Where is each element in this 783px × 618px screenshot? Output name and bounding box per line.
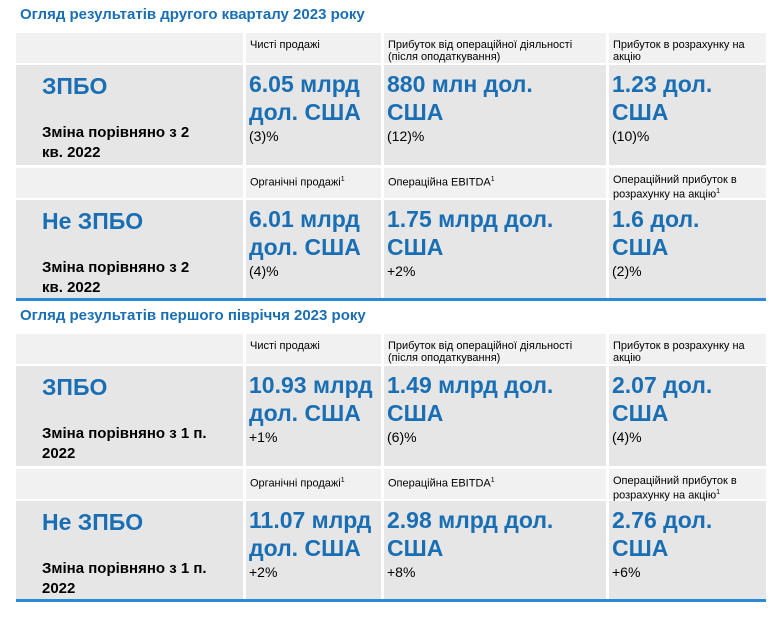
metric-label-text: Чисті продажі <box>250 340 320 352</box>
header-cell: Операційний прибуток в розрахунку на акц… <box>609 469 766 502</box>
metric-change: +8% <box>387 564 416 580</box>
section-rule <box>16 599 766 602</box>
change-label: Зміна порівняно з 1 п. 2022 <box>42 560 207 597</box>
metric-label: Чисті продажі <box>250 340 375 352</box>
header-cell: Чисті продажі <box>246 334 381 364</box>
metric-change: (4)% <box>612 429 642 445</box>
metric-label: Прибуток від операційної діяльності (піс… <box>388 340 600 364</box>
value-cell: Не ЗПБО Зміна порівняно з 2 кв. 2022 <box>16 200 243 300</box>
metric-value: 1.23 дол. США <box>612 71 713 125</box>
section-rule <box>16 298 766 301</box>
metric-label-text: Прибуток від операційної діяльності (піс… <box>388 340 573 364</box>
value-cell: 6.01 млрд дол. США (4)% <box>246 200 381 300</box>
metric-change: (6)% <box>387 429 417 445</box>
value-cell: Не ЗПБО Зміна порівняно з 1 п. 2022 <box>16 501 243 601</box>
header-cell: Прибуток від операційної діяльності (піс… <box>384 33 606 63</box>
header-cell: Прибуток від операційної діяльності (піс… <box>384 334 606 364</box>
metric-value: 2.07 дол. США <box>612 372 713 426</box>
row-name: Не ЗПБО <box>42 208 144 234</box>
value-cell: ЗПБО Зміна порівняно з 2 кв. 2022 <box>16 65 243 165</box>
metric-change: (3)% <box>249 128 279 144</box>
metric-label-text: Операційний прибуток в розрахунку на акц… <box>613 174 737 201</box>
metric-value: 2.98 млрд дол. США <box>387 507 554 561</box>
row-name: ЗПБО <box>42 374 108 400</box>
header-cell: Органічні продажі1 <box>246 469 381 499</box>
metric-value: 10.93 млрд дол. США <box>249 372 373 426</box>
footnote-mark: 1 <box>340 176 345 183</box>
metric-label-text: Органічні продажі <box>250 477 341 490</box>
header-cell <box>16 469 243 499</box>
header-cell <box>16 168 243 198</box>
value-cell: 1.49 млрд дол. США (6)% <box>384 366 606 466</box>
section-title: Огляд результатів другого кварталу 2023 … <box>20 6 365 23</box>
metric-value: 6.01 млрд дол. США <box>249 206 361 260</box>
metric-value: 1.75 млрд дол. США <box>387 206 554 260</box>
metric-change: (2)% <box>612 263 642 279</box>
metric-value: 2.76 дол. США <box>612 507 713 561</box>
metric-value: 1.49 млрд дол. США <box>387 372 554 426</box>
metric-change: +2% <box>387 263 416 279</box>
value-cell: 11.07 млрд дол. США +2% <box>246 501 381 601</box>
header-cell: Органічні продажі1 <box>246 168 381 198</box>
change-label: Зміна порівняно з 2 кв. 2022 <box>42 124 190 161</box>
metric-label-text: Операційна EBITDA <box>388 477 491 490</box>
footnote-mark: 1 <box>490 176 495 183</box>
metric-change: (10)% <box>612 128 650 144</box>
value-cell: 880 млн дол. США (12)% <box>384 65 606 165</box>
metric-label: Прибуток в розрахунку на акцію <box>613 340 760 364</box>
value-cell: 2.07 дол. США (4)% <box>609 366 766 466</box>
metric-label-text: Органічні продажі <box>250 176 341 189</box>
footnote-mark: 1 <box>716 188 721 195</box>
value-cell: 1.6 дол. США (2)% <box>609 200 766 300</box>
metric-label: Прибуток в розрахунку на акцію <box>613 39 760 63</box>
value-cell: 10.93 млрд дол. США +1% <box>246 366 381 466</box>
value-cell: 1.75 млрд дол. США +2% <box>384 200 606 300</box>
header-cell: Операційний прибуток в розрахунку на акц… <box>609 168 766 201</box>
value-cell: 6.05 млрд дол. США (3)% <box>246 65 381 165</box>
row-name: ЗПБО <box>42 73 108 99</box>
footnote-mark: 1 <box>716 489 721 496</box>
metric-change: +2% <box>249 564 278 580</box>
header-cell <box>16 334 243 364</box>
metric-change: (12)% <box>387 128 425 144</box>
metric-label: Операційний прибуток в розрахунку на акц… <box>613 174 760 201</box>
metric-label: Операційна EBITDA1 <box>388 475 600 490</box>
metric-label: Операційний прибуток в розрахунку на акц… <box>613 475 760 502</box>
metric-change: +1% <box>249 429 278 445</box>
value-cell: 1.23 дол. США (10)% <box>609 65 766 165</box>
header-cell: Операційна EBITDA1 <box>384 168 606 198</box>
value-cell: 2.76 дол. США +6% <box>609 501 766 601</box>
footnote-mark: 1 <box>340 477 345 484</box>
header-cell <box>16 33 243 63</box>
metric-label: Органічні продажі1 <box>250 174 375 189</box>
metric-label-text: Прибуток в розрахунку на акцію <box>613 39 745 63</box>
metric-label-text: Прибуток від операційної діяльності (піс… <box>388 39 573 63</box>
metric-label: Операційна EBITDA1 <box>388 174 600 189</box>
metric-label-text: Операційний прибуток в розрахунку на акц… <box>613 475 737 502</box>
value-cell: ЗПБО Зміна порівняно з 1 п. 2022 <box>16 366 243 466</box>
change-label: Зміна порівняно з 1 п. 2022 <box>42 425 207 462</box>
section-title: Огляд результатів першого півріччя 2023 … <box>20 307 366 324</box>
metric-label: Чисті продажі <box>250 39 375 51</box>
header-cell: Операційна EBITDA1 <box>384 469 606 499</box>
metric-label: Органічні продажі1 <box>250 475 375 490</box>
metric-value: 6.05 млрд дол. США <box>249 71 361 125</box>
header-cell: Прибуток в розрахунку на акцію <box>609 33 766 63</box>
metric-change: (4)% <box>249 263 279 279</box>
row-name: Не ЗПБО <box>42 509 144 535</box>
metric-label: Прибуток від операційної діяльності (піс… <box>388 39 600 63</box>
metric-value: 11.07 млрд дол. США <box>249 507 372 561</box>
value-cell: 2.98 млрд дол. США +8% <box>384 501 606 601</box>
metric-change: +6% <box>612 564 641 580</box>
header-cell: Прибуток в розрахунку на акцію <box>609 334 766 364</box>
metric-value: 880 млн дол. США <box>387 71 533 125</box>
footnote-mark: 1 <box>490 477 495 484</box>
metric-label-text: Прибуток в розрахунку на акцію <box>613 340 745 364</box>
header-cell: Чисті продажі <box>246 33 381 63</box>
change-label: Зміна порівняно з 2 кв. 2022 <box>42 259 190 296</box>
metric-label-text: Операційна EBITDA <box>388 176 491 189</box>
metric-value: 1.6 дол. США <box>612 206 700 260</box>
metric-label-text: Чисті продажі <box>250 39 320 51</box>
